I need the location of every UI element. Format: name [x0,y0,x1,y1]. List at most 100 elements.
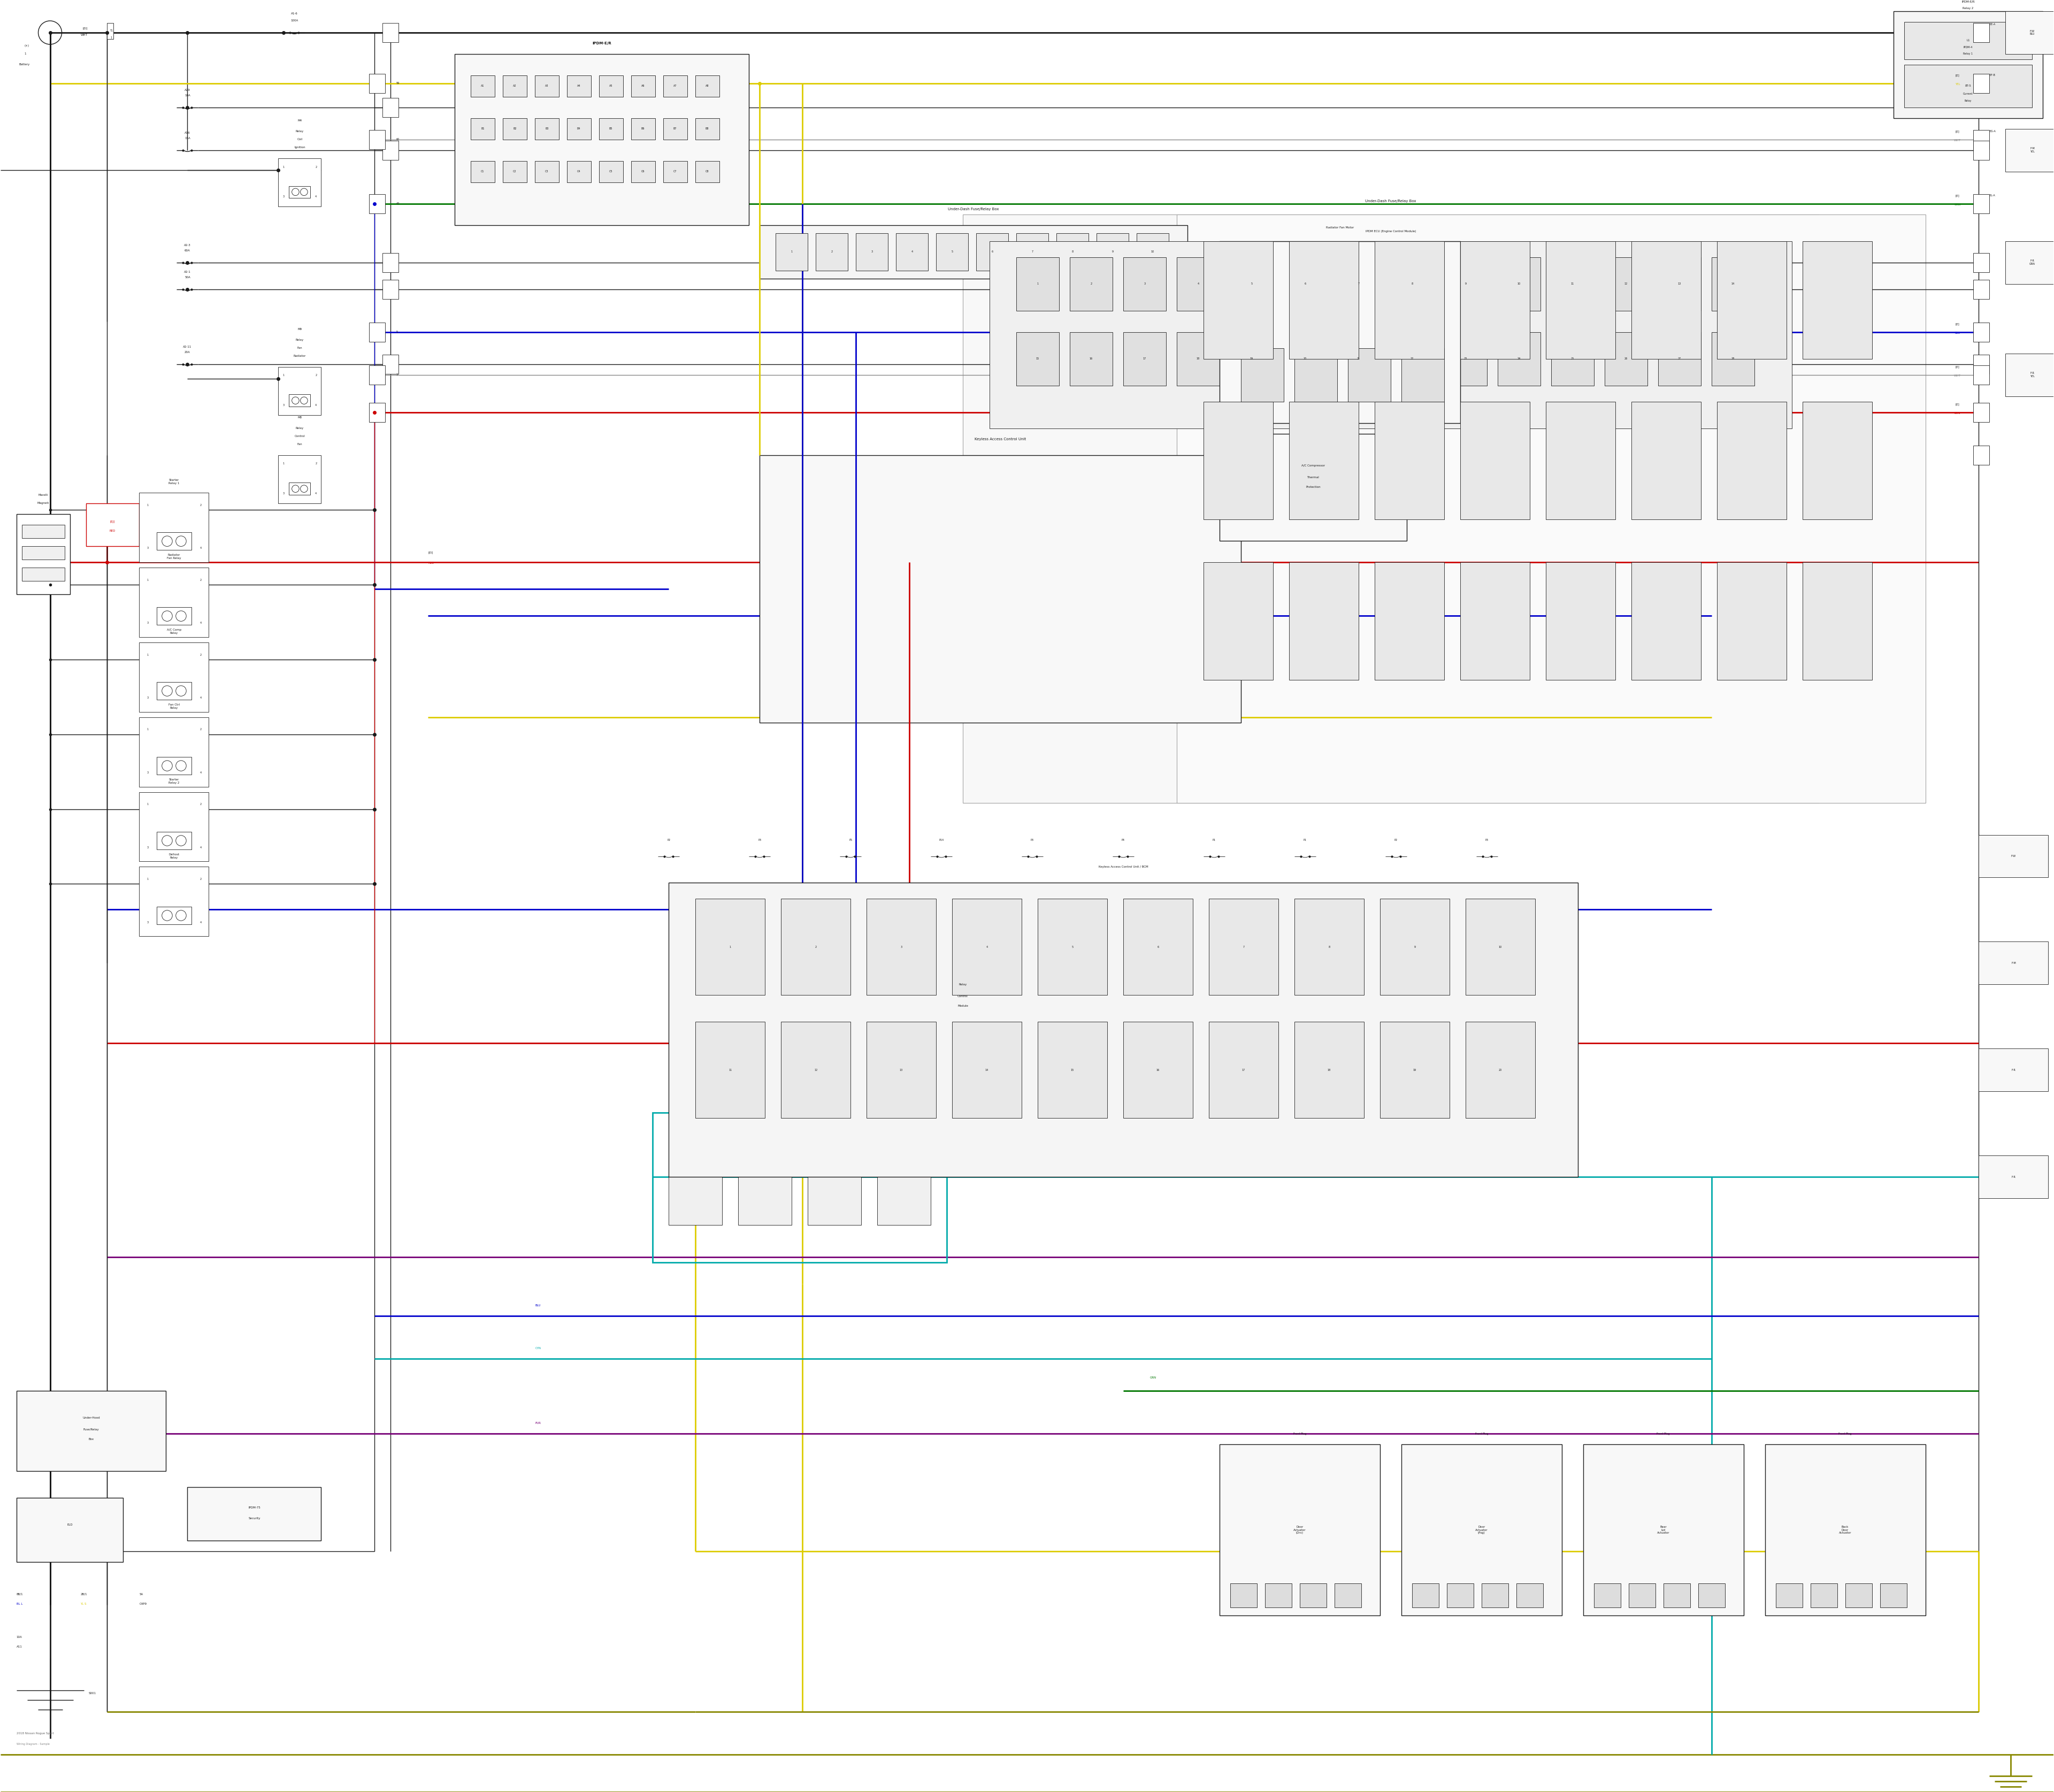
Bar [2005,129,2054,172]
Bar [696,161,719,183]
Bar [696,1021,764,1118]
Text: C6: C6 [641,170,645,174]
Text: Wiring Diagram - Sample: Wiring Diagram - Sample [16,1742,49,1745]
Bar [1210,900,1278,995]
Bar [279,367,320,416]
Bar [370,323,386,342]
Bar [290,186,310,197]
Text: BL L: BL L [16,1602,23,1606]
Bar [1124,1021,1193,1118]
Bar [1516,1584,1543,1607]
Bar [16,514,70,595]
Bar [1230,332,1273,385]
Text: 8G-A: 8G-A [1990,131,1996,133]
Text: P3: P3 [1031,839,1033,842]
Bar [1284,258,1327,310]
Bar [1717,563,1787,679]
Bar [470,161,495,183]
Bar [1017,233,1048,271]
Bar [1658,332,1701,385]
Bar [953,1021,1021,1118]
Bar [140,493,210,563]
Text: [EJ]: [EJ] [111,521,115,523]
Text: A/C Compressor: A/C Compressor [1302,464,1325,468]
Bar [86,504,140,547]
Text: 16: 16 [1089,357,1093,360]
Text: Relay: Relay [1964,100,1972,102]
Bar [370,403,386,421]
Text: Under-Hood: Under-Hood [82,1416,101,1419]
Bar [1658,258,1701,310]
Text: 8L-A: 8L-A [1990,194,1994,197]
Bar [1775,1584,1801,1607]
Text: Under-Dash Fuse/Relay Box: Under-Dash Fuse/Relay Box [1366,199,1415,202]
Bar [963,215,1818,803]
Text: GRN: GRN [1953,204,1962,206]
Bar [1177,258,1220,310]
Bar [1056,233,1089,271]
Bar [2005,11,2054,54]
Text: F-R: F-R [2011,1068,2015,1072]
Text: 5A: 5A [140,1593,144,1595]
Text: F-M
YEL: F-M YEL [2029,147,2036,152]
Bar [156,831,191,849]
Bar [1444,332,1487,385]
Bar [1699,1584,1725,1607]
Text: Keyless Access Control Unit / BCM: Keyless Access Control Unit / BCM [1099,866,1148,867]
Bar [1294,1021,1364,1118]
Bar [1978,835,2048,878]
Text: B8: B8 [705,127,709,131]
Bar [140,717,210,787]
Text: 19: 19 [1413,1068,1417,1072]
Bar [1604,258,1647,310]
Bar [663,75,688,97]
Bar [1290,242,1358,358]
Text: 20A: 20A [185,351,191,353]
Text: C4: C4 [577,170,581,174]
Text: 18: 18 [1195,357,1200,360]
Text: F-W
BLU: F-W BLU [2029,30,2036,36]
Text: F-M: F-M [2011,962,2015,964]
Bar [953,900,1021,995]
Text: Fan: Fan [298,443,302,446]
Bar [1631,563,1701,679]
Text: 10A: 10A [185,95,191,97]
Text: 10A: 10A [16,1636,23,1638]
Text: C3: C3 [544,170,548,174]
Bar [1380,900,1450,995]
Bar [1631,242,1701,358]
Bar [503,161,528,183]
Bar [867,1021,937,1118]
Text: A16: A16 [185,133,191,134]
Bar [1497,332,1540,385]
Text: Control: Control [294,435,306,437]
Bar [156,607,191,625]
Text: Protection: Protection [1306,486,1321,489]
Bar [696,900,764,995]
Text: Back
Door
Actuator: Back Door Actuator [1838,1525,1851,1534]
Bar [1974,355,1990,375]
Text: B2: B2 [514,127,516,131]
Text: Front Plug: Front Plug [1475,1432,1487,1435]
Bar [470,118,495,140]
Bar [567,75,592,97]
Bar [1124,258,1167,310]
Bar [1070,258,1113,310]
Text: 27: 27 [1678,357,1680,360]
Bar [1974,403,1990,421]
Text: Radiator
Fan Relay: Radiator Fan Relay [166,554,181,559]
Bar [670,1140,723,1226]
Bar [760,226,1187,278]
Bar [382,280,398,299]
Text: B4: B4 [577,127,581,131]
Text: 50A: 50A [185,276,191,280]
Bar [696,75,719,97]
Bar [1974,73,1990,93]
Text: Fan: Fan [298,348,302,349]
Bar [382,140,398,159]
Text: F-R
GRN: F-R GRN [2029,260,2036,265]
Text: 2018 Nissan Rogue Sport: 2018 Nissan Rogue Sport [16,1731,53,1735]
Bar [877,1140,930,1226]
Text: Door
Actuator
(Drv): Door Actuator (Drv) [1294,1525,1306,1534]
Text: A1-6: A1-6 [292,13,298,14]
